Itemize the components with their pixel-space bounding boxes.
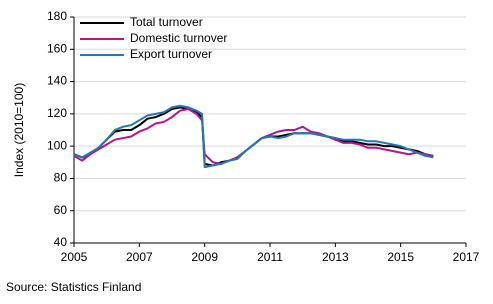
legend-label: Domestic turnover <box>130 31 227 45</box>
y-axis-label: Index (2010=100) <box>12 83 26 177</box>
x-tick-label: 2005 <box>61 250 88 264</box>
y-tick-label: 180 <box>47 9 67 23</box>
y-tick-label: 160 <box>47 41 67 55</box>
x-tick-label: 2011 <box>257 250 283 264</box>
x-tick-label: 2009 <box>191 250 218 264</box>
series-line <box>73 104 434 169</box>
source: Source: Statistics Finland <box>6 280 141 294</box>
x-tick-label: 2017 <box>453 250 480 264</box>
legend-label: Total turnover <box>130 15 203 29</box>
y-tick-label: 140 <box>47 74 67 88</box>
y-tick-label: 100 <box>47 138 67 152</box>
y-tick-label: 80 <box>54 171 68 185</box>
y-tick-label: 60 <box>54 203 68 217</box>
x-tick-label: 2015 <box>387 250 414 264</box>
legend-label: Export turnover <box>130 47 212 61</box>
y-tick-label: 120 <box>47 106 67 120</box>
x-tick-label: 2013 <box>322 250 349 264</box>
x-tick-label: 2007 <box>126 250 153 264</box>
series-line <box>73 108 434 165</box>
y-tick-label: 40 <box>54 235 68 249</box>
